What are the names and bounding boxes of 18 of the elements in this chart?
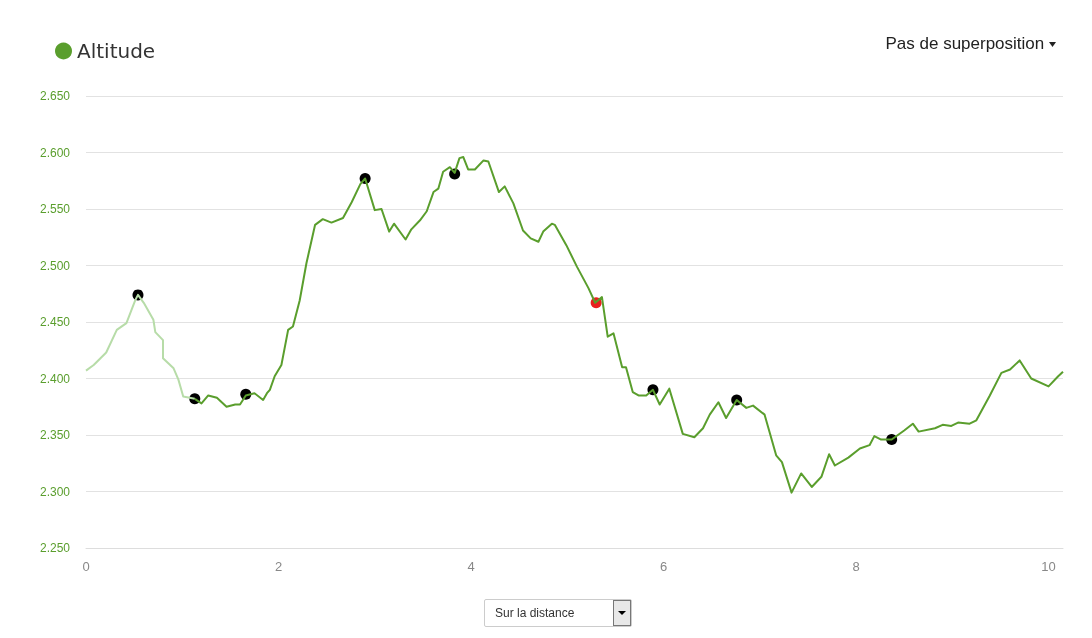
- y-tick-label: 2.250: [39, 541, 71, 555]
- legend-label: Altitude: [77, 39, 156, 63]
- x-tick-label: 2: [274, 559, 283, 574]
- x-tick-label: 4: [467, 559, 475, 574]
- y-tick-label: 2.350: [39, 428, 71, 442]
- text: Pas de superposition: [885, 34, 1045, 53]
- y-tick-label: 2.300: [39, 484, 71, 499]
- y-tick-label: 2.600: [39, 145, 71, 160]
- y-tick-label: 2.400: [39, 371, 71, 386]
- y-tick-label: 2.450: [39, 315, 71, 329]
- x-tick-label: 6: [659, 559, 668, 574]
- y-tick-label: 2.550: [39, 202, 71, 216]
- x-tick-label: 8: [852, 559, 860, 574]
- y-tick-label: 2.650: [39, 89, 71, 103]
- x-tick-label: 0: [82, 559, 90, 574]
- y-tick-label: 2.500: [39, 258, 71, 273]
- text: Sur la distance: [495, 606, 575, 620]
- x-tick-label: 10: [1041, 559, 1056, 574]
